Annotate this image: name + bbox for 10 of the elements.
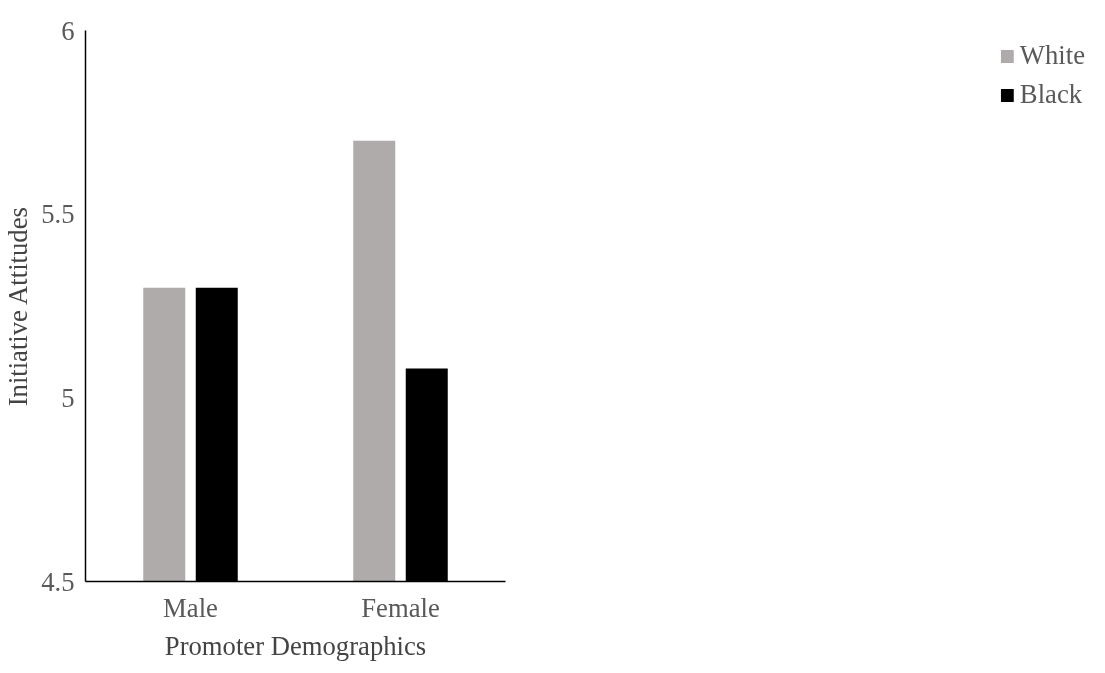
x-tick-label: Male: [163, 592, 218, 623]
legend-label: White: [1019, 40, 1085, 71]
y-axis-title: Initiative Attitudes: [3, 207, 34, 407]
x-axis-title: Promoter Demographics: [164, 630, 427, 661]
legend-label: Black: [1019, 79, 1083, 110]
y-tick-label: 4.5: [41, 566, 75, 597]
y-tick-label: 6: [61, 15, 75, 46]
y-tick-label: 5: [61, 382, 75, 413]
x-tick-label: Female: [361, 592, 440, 623]
y-tick-label: 5.5: [41, 199, 75, 230]
